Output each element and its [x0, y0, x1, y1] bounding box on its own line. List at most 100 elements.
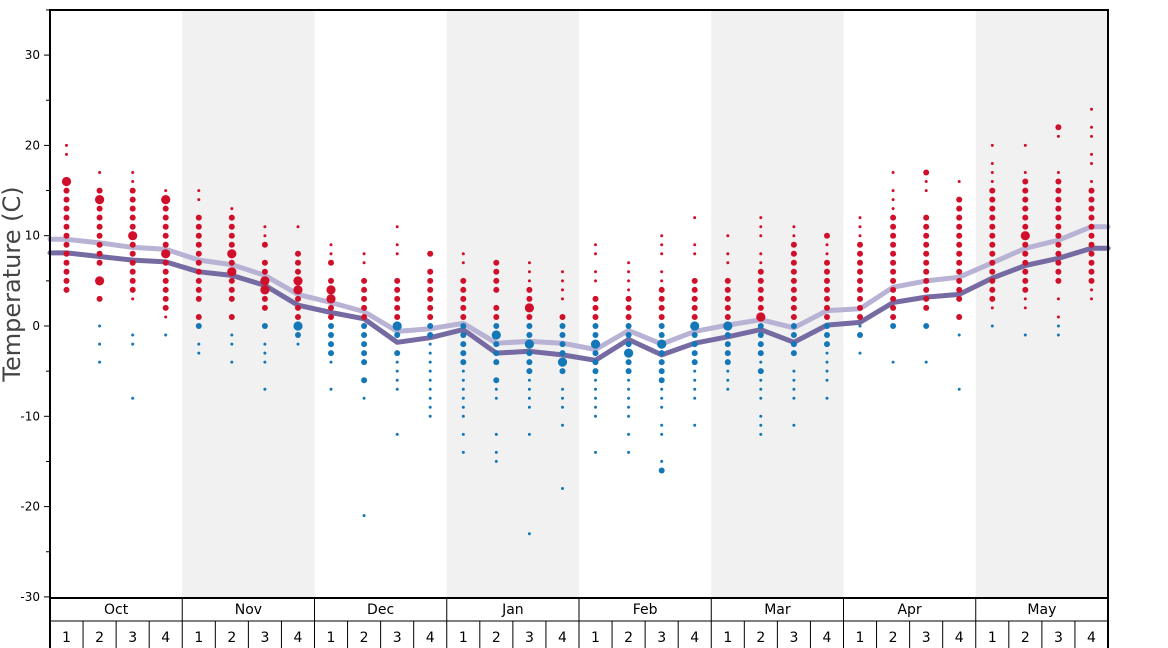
reading-dot [792, 396, 796, 400]
reading-dot [362, 252, 366, 256]
month-label-dec: Dec [367, 602, 394, 618]
reading-dot [956, 259, 963, 266]
week-label: 4 [823, 630, 832, 646]
reading-dot [326, 285, 336, 295]
reading-dot [129, 214, 136, 221]
reading-dot [989, 214, 996, 221]
reading-dot [1088, 214, 1095, 221]
reading-dot [129, 286, 136, 293]
reading-dot [461, 369, 465, 373]
reading-dot [660, 279, 664, 283]
reading-dot [559, 368, 566, 375]
reading-dot [1088, 250, 1095, 257]
reading-dot [627, 414, 631, 418]
reading-dot [526, 368, 533, 375]
reading-dot [627, 387, 631, 391]
reading-dot [195, 295, 202, 302]
reading-dot [526, 295, 533, 302]
reading-dot [561, 396, 564, 400]
reading-dot [296, 342, 300, 346]
reading-dot [759, 387, 763, 391]
reading-dot [95, 276, 105, 286]
reading-dot [923, 304, 930, 311]
reading-dot [162, 205, 169, 212]
reading-dot [361, 341, 368, 348]
reading-dot [493, 350, 500, 357]
month-label-oct: Oct [104, 602, 129, 618]
reading-dot [329, 360, 333, 364]
reading-dot [1022, 241, 1029, 248]
reading-dot [526, 332, 533, 338]
reading-dot [989, 232, 996, 239]
reading-dot [858, 324, 862, 328]
reading-dot [162, 241, 169, 248]
reading-dot [658, 359, 665, 366]
reading-dot [923, 214, 930, 221]
reading-dot [195, 268, 202, 275]
reading-dot [63, 286, 70, 293]
reading-dot [261, 259, 268, 266]
reading-dot [428, 405, 432, 409]
reading-dot [857, 295, 863, 302]
reading-dot [790, 341, 797, 348]
reading-dot [527, 405, 531, 409]
average-lines [47, 224, 1111, 363]
reading-dot [428, 396, 432, 400]
week-label: 2 [1021, 630, 1030, 646]
reading-dot [428, 387, 432, 391]
reading-dot [891, 198, 895, 202]
reading-dot [362, 396, 366, 400]
reading-dot [857, 304, 863, 311]
reading-dot [724, 277, 731, 284]
reading-dot [559, 341, 566, 348]
y-tick-label: -20 [20, 500, 40, 514]
reading-dots [61, 107, 1095, 536]
reading-dot [660, 252, 664, 256]
reading-dot [792, 387, 796, 391]
reading-dot [1055, 223, 1062, 230]
reading-dot [658, 314, 665, 320]
reading-dot [1022, 178, 1029, 185]
reading-dot [129, 205, 136, 212]
reading-dot [295, 268, 301, 275]
reading-dot [757, 295, 764, 302]
reading-dot [65, 152, 68, 156]
reading-dot [1056, 315, 1060, 319]
reading-dot [759, 252, 763, 256]
reading-dot [956, 277, 963, 284]
reading-dot [293, 276, 303, 286]
reading-dot [890, 259, 897, 266]
reading-dot [63, 268, 70, 275]
reading-dot [328, 350, 334, 357]
reading-dot [1055, 277, 1062, 284]
reading-dot [526, 359, 533, 366]
y-tick-label: 0 [32, 319, 40, 333]
reading-dot [660, 405, 664, 409]
reading-dot [857, 250, 863, 257]
reading-dot [824, 323, 830, 329]
reading-dot [594, 279, 597, 283]
reading-dot [493, 268, 500, 275]
y-tick-label: 30 [25, 48, 40, 62]
reading-dot [890, 232, 897, 239]
reading-dot [989, 205, 996, 212]
reading-dot [594, 414, 597, 418]
reading-dot [691, 304, 698, 311]
reading-dot [395, 243, 399, 247]
reading-dot [790, 295, 797, 302]
reading-dot [990, 171, 994, 174]
reading-dot [261, 295, 268, 302]
reading-dot [295, 304, 301, 311]
reading-dot [493, 359, 500, 366]
reading-dot [162, 286, 169, 293]
reading-dot [461, 252, 465, 256]
reading-dot [691, 341, 698, 348]
reading-dot [923, 259, 930, 266]
reading-dot [1055, 241, 1062, 248]
reading-dot [627, 378, 631, 382]
reading-dot [263, 360, 267, 364]
week-label: 1 [327, 630, 336, 646]
reading-dot [461, 405, 465, 409]
reading-dot [1023, 143, 1027, 147]
reading-dot [361, 314, 368, 320]
